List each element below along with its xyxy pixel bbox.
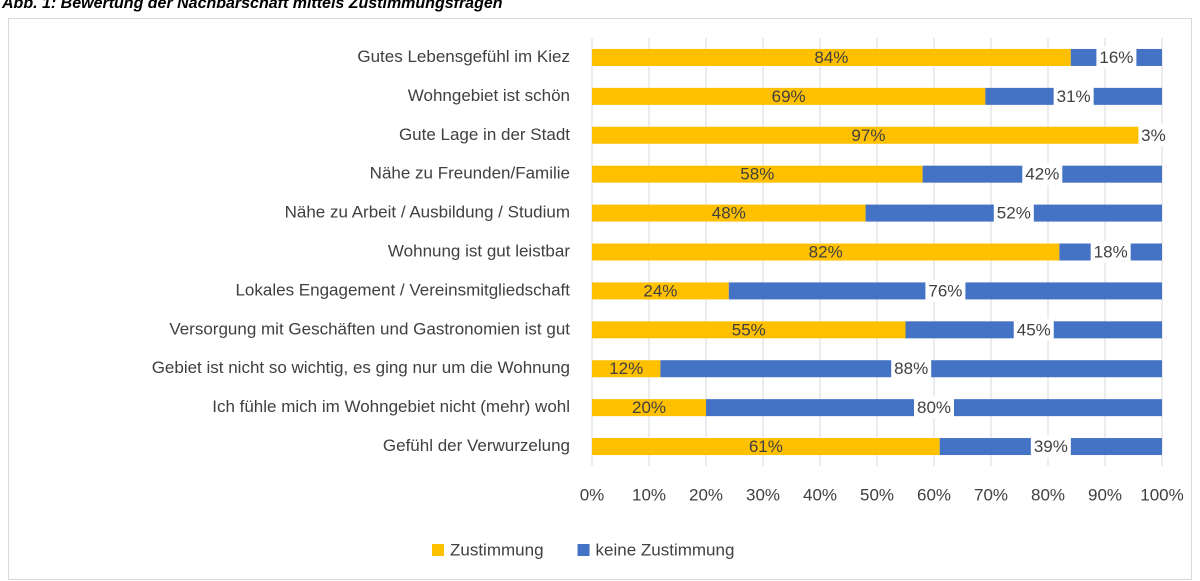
value-label: 84% [814,48,848,67]
value-label: 58% [740,165,774,184]
value-label-bg [891,357,932,380]
value-label-bg [1138,124,1169,147]
legend-swatch [432,544,444,556]
value-label-bg [1053,85,1094,108]
bar-segment [592,48,1071,66]
value-label-bg [1013,318,1054,341]
y-tick-label: Ich fühle mich im Wohngebiet nicht (mehr… [212,397,570,416]
value-label-bg [914,396,954,419]
x-tick-label: 20% [689,485,723,504]
y-tick-label: Nähe zu Arbeit / Ausbildung / Studium [285,203,570,222]
y-tick-label: Gebiet ist nicht so wichtig, es ging nur… [152,358,570,377]
x-tick-label: 30% [746,485,780,504]
value-label: 42% [1025,165,1059,184]
value-label: 39% [1034,437,1068,456]
value-label: 61% [749,437,783,456]
value-label: 3% [1141,126,1166,145]
value-label-bg [1090,241,1131,263]
bar-segment [592,165,923,183]
value-label-bg [1096,46,1137,69]
legend-label: Zustimmung [450,540,544,559]
x-tick-label: 90% [1088,485,1122,504]
value-label: 20% [632,398,666,417]
bar-segment [592,438,940,456]
y-tick-label: Nähe zu Freunden/Familie [370,164,570,183]
value-label-bg [925,279,966,302]
legend-swatch [577,544,590,556]
value-label: 31% [1057,87,1091,106]
value-label: 80% [917,398,951,417]
value-label: 52% [997,204,1031,223]
y-tick-label: Wohngebiet ist schön [408,86,570,105]
value-label: 24% [643,281,677,300]
value-label: 18% [1094,242,1128,261]
value-label-bg [993,202,1034,225]
value-label: 45% [1017,320,1051,339]
value-label: 16% [1099,48,1133,67]
y-tick-label: Gutes Lebensgefühl im Kiez [357,47,570,66]
chart-title: Abb. 1: Bewertung der Nachbarschaft mitt… [1,0,503,12]
value-label: 88% [894,359,928,378]
x-tick-label: 10% [632,485,666,504]
value-label: 55% [732,320,766,339]
bar-segment [592,321,906,339]
legend-label: keine Zustimmung [596,540,735,559]
x-tick-label: 100% [1140,485,1183,504]
y-tick-label: Gefühl der Verwurzelung [383,436,570,455]
bar-segment [592,243,1060,261]
value-label-bg [1022,163,1063,186]
value-label: 76% [928,281,962,300]
x-tick-label: 60% [917,485,951,504]
x-tick-label: 80% [1031,485,1065,504]
x-tick-label: 70% [974,485,1008,504]
x-tick-label: 40% [803,485,837,504]
x-tick-label: 0% [580,485,605,504]
y-tick-label: Lokales Engagement / Vereinsmitgliedscha… [235,280,570,299]
x-tick-label: 50% [860,485,894,504]
bar-segment [592,282,729,300]
bar-segment [592,126,1145,144]
value-label: 48% [712,204,746,223]
value-label: 12% [609,359,643,378]
y-tick-label: Wohnung ist gut leistbar [388,241,570,260]
y-tick-label: Versorgung mit Geschäften und Gastronomi… [169,319,570,338]
y-tick-label: Gute Lage in der Stadt [399,125,570,144]
bar-segment [592,399,706,417]
value-label: 69% [772,87,806,106]
value-label-bg [1030,435,1071,458]
value-label: 82% [809,242,843,261]
bar-segment [592,204,866,222]
bar-segment [592,360,661,378]
value-label: 97% [851,126,885,145]
bar-segment [592,87,986,105]
